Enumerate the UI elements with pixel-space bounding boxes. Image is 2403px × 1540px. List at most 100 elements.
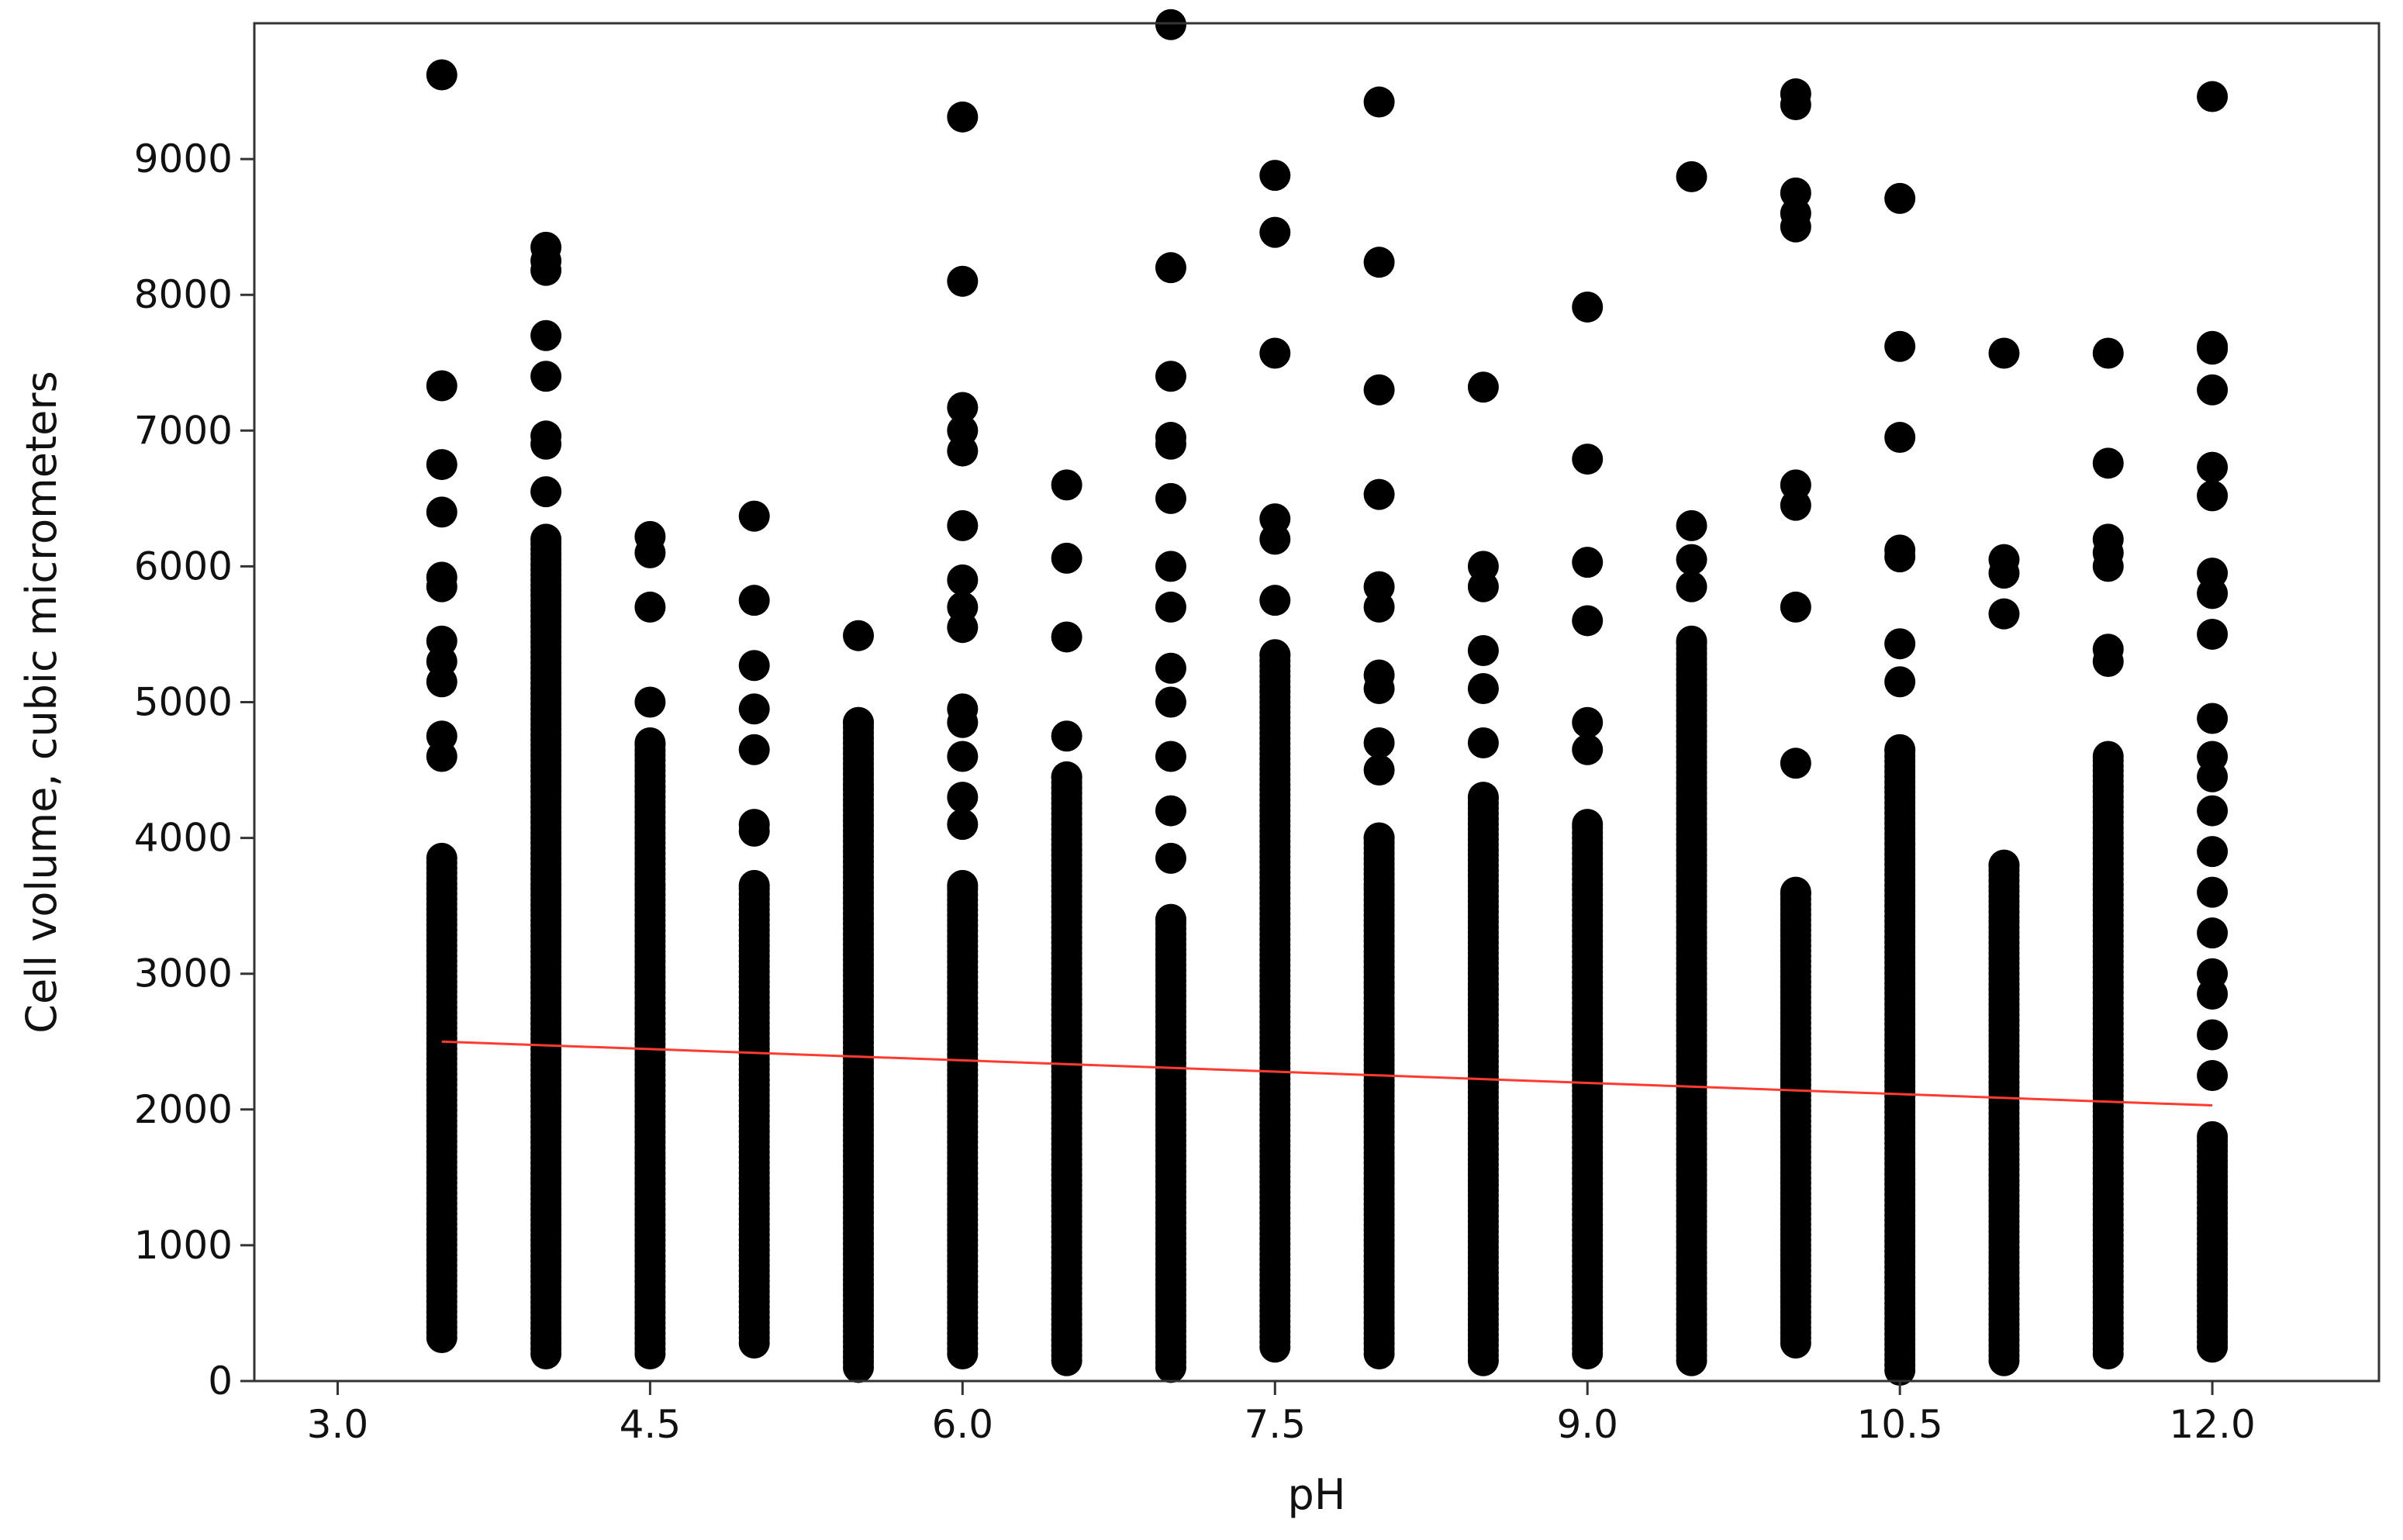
data-point	[1363, 727, 1395, 759]
data-point	[1155, 741, 1186, 772]
data-point	[1467, 727, 1499, 759]
data-point	[2197, 480, 2229, 512]
data-point	[1676, 571, 1707, 603]
y-tick-label: 6000	[134, 544, 233, 589]
data-point	[2197, 836, 2229, 868]
data-point	[1259, 216, 1291, 248]
data-point	[738, 650, 770, 682]
data-point	[2197, 374, 2229, 406]
data-point	[947, 392, 979, 423]
data-point	[1572, 291, 1604, 323]
data-point	[1051, 469, 1082, 501]
data-point	[1572, 734, 1604, 765]
data-point	[1572, 444, 1604, 475]
data-point	[1884, 734, 1916, 765]
data-point	[2197, 703, 2229, 734]
data-point	[1780, 876, 1811, 908]
data-point	[1155, 551, 1186, 582]
data-point	[426, 496, 457, 528]
data-point	[530, 420, 562, 452]
data-point	[738, 809, 770, 841]
data-point	[1467, 782, 1499, 813]
data-point	[1884, 666, 1916, 698]
data-point	[1155, 591, 1186, 623]
data-point	[426, 59, 457, 91]
data-point	[1363, 754, 1395, 786]
data-point	[947, 564, 979, 596]
data-point	[947, 101, 979, 133]
data-point	[1363, 822, 1395, 854]
data-point	[738, 693, 770, 725]
data-point	[1259, 160, 1291, 192]
x-axis-title: pH	[1288, 1470, 1346, 1519]
data-point	[1676, 161, 1707, 192]
data-point	[1884, 534, 1916, 566]
x-axis: 3.0 4.5 6.0 7.5 9.0 10.5 12.0	[307, 1381, 2256, 1447]
data-point	[634, 591, 666, 623]
data-point	[426, 561, 457, 593]
x-tick-label: 6.0	[932, 1402, 994, 1447]
y-axis: 0 1000 2000 3000 4000 5000 6000 7000 8000 9000	[134, 136, 254, 1404]
data-point	[843, 620, 875, 651]
data-point	[1884, 422, 1916, 454]
data-point	[426, 625, 457, 657]
x-tick-label: 7.5	[1245, 1402, 1307, 1447]
data-point	[1363, 659, 1395, 691]
data-point	[2197, 795, 2229, 827]
data-point	[634, 520, 666, 552]
data-point	[426, 842, 457, 874]
data-point	[1467, 672, 1499, 704]
data-point	[2092, 337, 2124, 369]
data-point	[1259, 585, 1291, 616]
data-point	[1363, 86, 1395, 118]
data-point	[426, 720, 457, 752]
data-point	[1363, 247, 1395, 278]
x-tick-label: 12.0	[2169, 1402, 2255, 1447]
data-point	[1363, 571, 1395, 603]
data-point	[843, 706, 875, 738]
x-tick-label: 3.0	[307, 1402, 369, 1447]
data-point	[1155, 252, 1186, 284]
data-point	[1051, 761, 1082, 792]
data-point	[1780, 748, 1811, 779]
data-point	[738, 869, 770, 901]
y-tick-label: 5000	[134, 680, 233, 725]
regression-line	[441, 1040, 2213, 1107]
data-point	[426, 370, 457, 402]
data-point	[1155, 903, 1186, 935]
data-point	[1155, 652, 1186, 684]
x-tick-label: 10.5	[1856, 1402, 1942, 1447]
data-point	[1884, 628, 1916, 660]
data-point	[2197, 958, 2229, 989]
data-point	[1676, 509, 1707, 541]
data-point	[2197, 917, 2229, 949]
data-point	[1676, 544, 1707, 575]
data-point	[2197, 558, 2229, 589]
data-point	[1259, 639, 1291, 671]
data-point	[947, 265, 979, 297]
data-point	[1467, 551, 1499, 582]
data-point	[2197, 741, 2229, 772]
data-point	[2197, 876, 2229, 908]
data-point	[1051, 621, 1082, 653]
data-point	[1363, 374, 1395, 406]
data-point	[1572, 605, 1604, 637]
y-tick-label: 9000	[134, 136, 233, 181]
data-point	[2197, 451, 2229, 483]
data-point	[530, 523, 562, 555]
data-point	[530, 319, 562, 351]
x-tick-label: 4.5	[620, 1402, 682, 1447]
data-point	[1572, 547, 1604, 578]
y-axis-title: Cell volume, cubic micrometers	[17, 371, 66, 1033]
data-point	[2092, 523, 2124, 555]
data-point	[530, 231, 562, 263]
y-tick-label: 3000	[134, 951, 233, 996]
data-point	[2197, 618, 2229, 650]
data-point	[1572, 809, 1604, 841]
data-point	[738, 500, 770, 532]
data-point	[1780, 78, 1811, 110]
data-point	[1884, 330, 1916, 362]
y-tick-label: 7000	[134, 408, 233, 453]
data-point	[426, 449, 457, 481]
